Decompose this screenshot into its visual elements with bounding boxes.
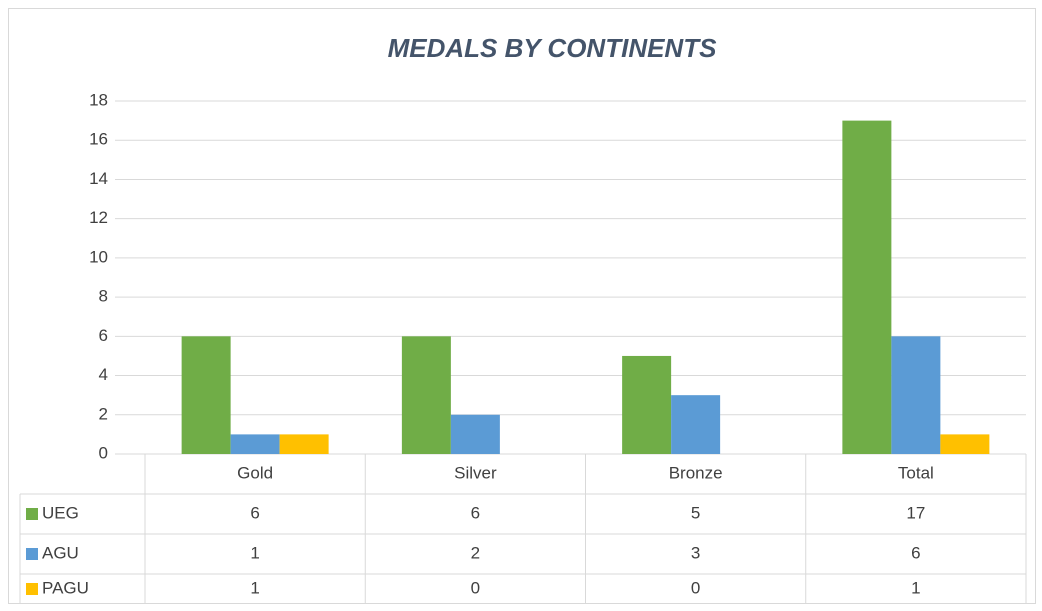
table-value: 3	[691, 543, 700, 562]
bar	[230, 434, 280, 454]
bar	[181, 336, 231, 454]
bar	[891, 336, 941, 454]
table-value: 17	[906, 503, 925, 522]
legend-key	[26, 548, 38, 560]
x-tick-label: Total	[898, 463, 934, 482]
y-tick-label: 2	[99, 404, 108, 423]
y-tick-label: 12	[89, 208, 108, 227]
table-value: 0	[691, 578, 700, 597]
x-tick-label: Silver	[454, 463, 497, 482]
table-value: 6	[471, 503, 480, 522]
legend-label: UEG	[42, 503, 79, 522]
y-tick-label: 14	[89, 169, 108, 188]
bar	[401, 336, 451, 454]
y-tick-label: 10	[89, 247, 108, 266]
y-tick-label: 4	[99, 365, 108, 384]
table-value: 5	[691, 503, 700, 522]
table-value: 1	[250, 578, 259, 597]
table-value: 6	[911, 543, 920, 562]
bar	[842, 120, 892, 454]
table-value: 0	[471, 578, 480, 597]
y-tick-label: 16	[89, 130, 108, 149]
bar	[940, 434, 990, 454]
legend-key	[26, 508, 38, 520]
bar	[622, 355, 672, 454]
legend-label: AGU	[42, 543, 79, 562]
legend-key	[26, 583, 38, 595]
table-value: 1	[911, 578, 920, 597]
bar	[279, 434, 329, 454]
chart-title: MEDALS BY CONTINENTS	[388, 33, 718, 63]
legend-label: PAGU	[42, 578, 89, 597]
x-tick-label: Gold	[237, 463, 273, 482]
y-tick-label: 18	[89, 90, 108, 109]
table-value: 1	[250, 543, 259, 562]
y-tick-label: 8	[99, 287, 108, 306]
y-tick-label: 6	[99, 326, 108, 345]
y-tick-label: 0	[99, 443, 108, 462]
x-tick-label: Bronze	[669, 463, 723, 482]
bar	[450, 414, 500, 454]
table-value: 6	[250, 503, 259, 522]
table-value: 2	[471, 543, 480, 562]
bar	[671, 395, 721, 454]
